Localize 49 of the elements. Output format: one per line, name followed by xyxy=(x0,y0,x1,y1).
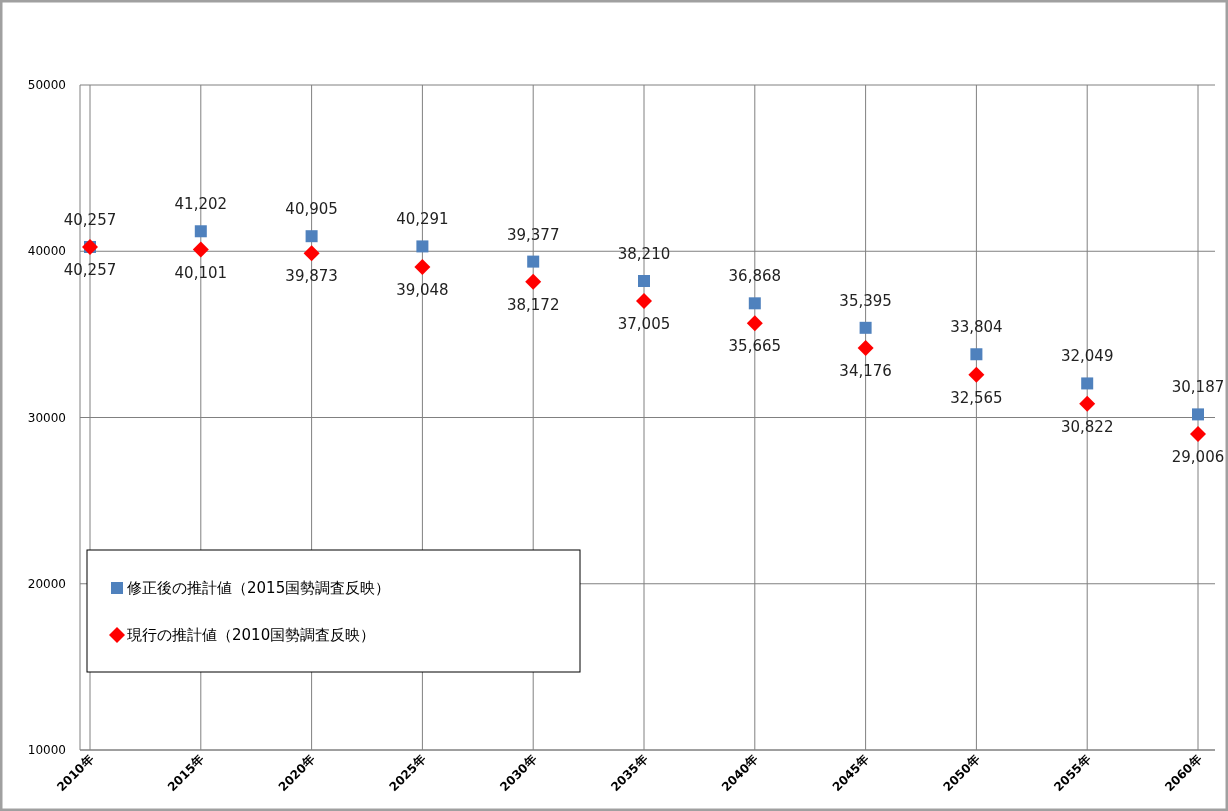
data-label: 40,291 xyxy=(396,210,449,229)
data-label: 34,176 xyxy=(839,362,892,381)
point xyxy=(857,340,874,357)
data-label: 38,210 xyxy=(617,245,671,264)
point xyxy=(192,241,209,258)
point xyxy=(638,275,650,288)
y-tick-label: 50000 xyxy=(27,78,66,92)
data-label: 30,822 xyxy=(1060,417,1114,436)
data-label: 40,257 xyxy=(63,210,117,229)
data-label: 35,665 xyxy=(728,337,782,356)
data-label: 29,006 xyxy=(1171,448,1225,467)
data-label: 32,565 xyxy=(950,388,1003,407)
point xyxy=(970,348,983,361)
point xyxy=(305,230,318,243)
point xyxy=(303,245,320,262)
data-label: 40,905 xyxy=(285,200,338,219)
data-label: 41,202 xyxy=(174,195,228,214)
point xyxy=(414,259,431,276)
data-label: 38,172 xyxy=(506,295,560,314)
y-tick-label: 40000 xyxy=(27,244,66,259)
point xyxy=(746,315,763,332)
point xyxy=(416,240,429,253)
point xyxy=(636,293,652,310)
point xyxy=(859,321,872,334)
point xyxy=(527,255,540,268)
y-tick-label: 30000 xyxy=(27,410,66,425)
data-label: 39,873 xyxy=(285,267,338,286)
data-label: 36,868 xyxy=(728,267,782,286)
y-tick-label: 20000 xyxy=(27,576,66,591)
data-label: 39,377 xyxy=(506,225,560,244)
data-label: 32,049 xyxy=(1060,347,1114,366)
data-label: 35,395 xyxy=(839,291,892,310)
data-label: 39,048 xyxy=(396,281,449,300)
data-label: 40,101 xyxy=(174,263,228,282)
data-label: 33,804 xyxy=(950,318,1003,337)
point xyxy=(525,273,542,290)
data-label: 40,257 xyxy=(63,260,117,279)
point xyxy=(748,297,761,310)
point xyxy=(1079,395,1096,412)
data-label: 37,005 xyxy=(617,315,671,334)
point xyxy=(194,225,207,238)
y-tick-label: 10000 xyxy=(27,743,66,757)
legend-label: 修正後の推計値（2015国勢調査反映） xyxy=(127,579,391,597)
legend-label: 現行の推計値（2010国勢調査反映） xyxy=(127,626,376,644)
data-label: 30,187 xyxy=(1171,378,1225,397)
point xyxy=(1192,408,1204,421)
point xyxy=(1190,426,1206,443)
point xyxy=(1081,377,1094,390)
point xyxy=(968,366,985,383)
